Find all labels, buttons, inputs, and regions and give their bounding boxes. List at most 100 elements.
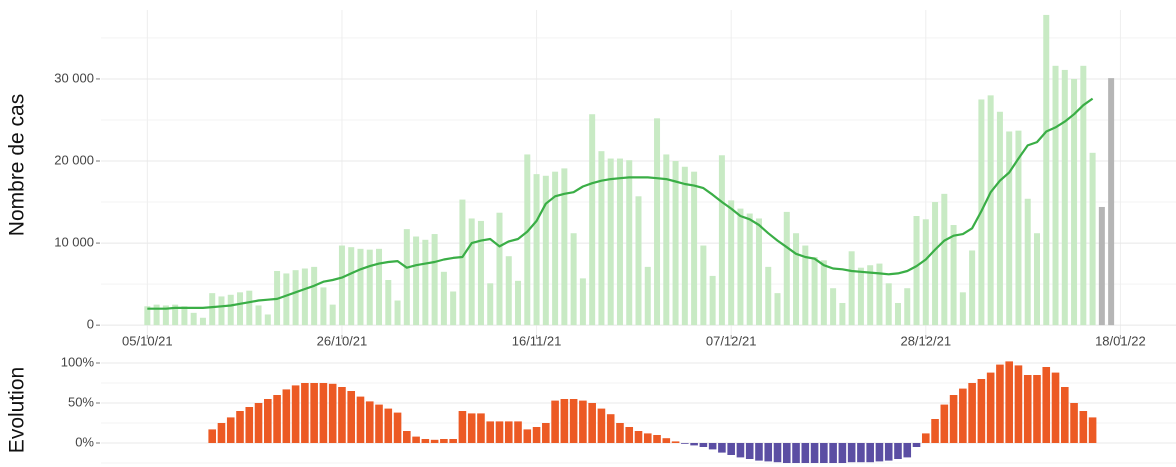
bar	[320, 287, 327, 326]
bar	[190, 312, 197, 326]
bar	[616, 423, 624, 443]
bar	[338, 245, 345, 326]
bar	[847, 443, 856, 463]
bar	[1070, 403, 1078, 443]
bar	[162, 305, 169, 326]
bar	[728, 200, 735, 326]
bar	[709, 275, 716, 326]
bar	[440, 271, 447, 326]
bar	[922, 219, 929, 326]
bar	[384, 408, 393, 443]
bar	[1033, 233, 1040, 326]
bar	[801, 443, 810, 463]
bar	[449, 439, 457, 443]
bar	[532, 427, 541, 443]
bar	[144, 306, 151, 326]
bar	[626, 160, 633, 326]
bar	[561, 168, 568, 326]
y-tick-label: 0	[87, 317, 94, 332]
bar	[467, 413, 476, 443]
bar	[931, 419, 939, 443]
bar	[875, 443, 884, 462]
x-tick-label: 16/11/21	[512, 333, 562, 348]
bar	[708, 443, 717, 450]
bar	[1042, 367, 1051, 443]
bar	[968, 383, 976, 443]
bar	[347, 391, 356, 443]
y-tick-label: 0%	[75, 434, 94, 449]
bar	[338, 387, 346, 443]
bar	[329, 304, 336, 326]
bar	[328, 383, 337, 443]
bar	[634, 431, 643, 443]
bar	[867, 265, 874, 326]
bar	[783, 211, 790, 326]
bar	[986, 372, 995, 443]
bar	[904, 288, 911, 326]
bar	[681, 443, 689, 444]
bar	[375, 404, 383, 443]
y-tick-label: 30 000	[54, 70, 94, 85]
bar	[218, 296, 225, 326]
bar	[209, 293, 216, 326]
bar	[1006, 131, 1013, 326]
bar	[839, 302, 846, 326]
bar	[1005, 361, 1013, 443]
bar	[153, 304, 160, 326]
bar	[950, 225, 957, 326]
bar	[969, 250, 976, 326]
bar	[357, 248, 364, 326]
bar	[884, 443, 893, 461]
bar	[227, 294, 234, 326]
bar	[505, 256, 512, 326]
bar	[820, 260, 827, 326]
bar	[829, 443, 837, 463]
bar	[894, 443, 902, 459]
bar	[690, 443, 698, 446]
bar	[199, 317, 206, 326]
bar	[663, 154, 670, 326]
bar	[810, 443, 819, 463]
bar	[1023, 375, 1032, 443]
bar	[987, 95, 994, 326]
bar	[1089, 152, 1096, 326]
bar	[1014, 365, 1023, 443]
x-tick-label: 26/10/21	[317, 333, 368, 348]
bar	[885, 283, 892, 326]
x-tick-label: 05/10/21	[122, 333, 173, 348]
x-tick-label: 28/12/21	[900, 333, 951, 348]
bar	[523, 429, 532, 443]
bar	[782, 443, 791, 463]
bar	[413, 236, 420, 326]
bar	[1071, 78, 1078, 326]
bar	[366, 249, 373, 326]
bar	[495, 421, 504, 443]
bar	[718, 443, 726, 453]
bar	[653, 435, 661, 443]
line	[147, 97, 1094, 310]
y-axis-title: Nombre de cas	[6, 94, 29, 236]
bar	[273, 395, 281, 443]
bar	[792, 443, 800, 463]
bar	[755, 443, 763, 461]
bar	[588, 403, 596, 443]
bar	[597, 408, 606, 443]
bar	[727, 443, 735, 455]
bar	[264, 314, 271, 326]
bar	[643, 433, 652, 443]
bar	[793, 233, 800, 326]
bar	[569, 399, 578, 443]
y-tick-label: 10 000	[54, 235, 94, 250]
bar	[560, 399, 569, 443]
bar	[894, 302, 901, 326]
bar	[524, 154, 531, 326]
bar	[1080, 65, 1087, 326]
bar	[912, 443, 921, 447]
bar	[570, 233, 577, 326]
bar	[514, 421, 522, 443]
bar	[1043, 14, 1050, 326]
bar	[1079, 411, 1088, 443]
bar	[542, 423, 550, 443]
bar	[857, 267, 864, 326]
